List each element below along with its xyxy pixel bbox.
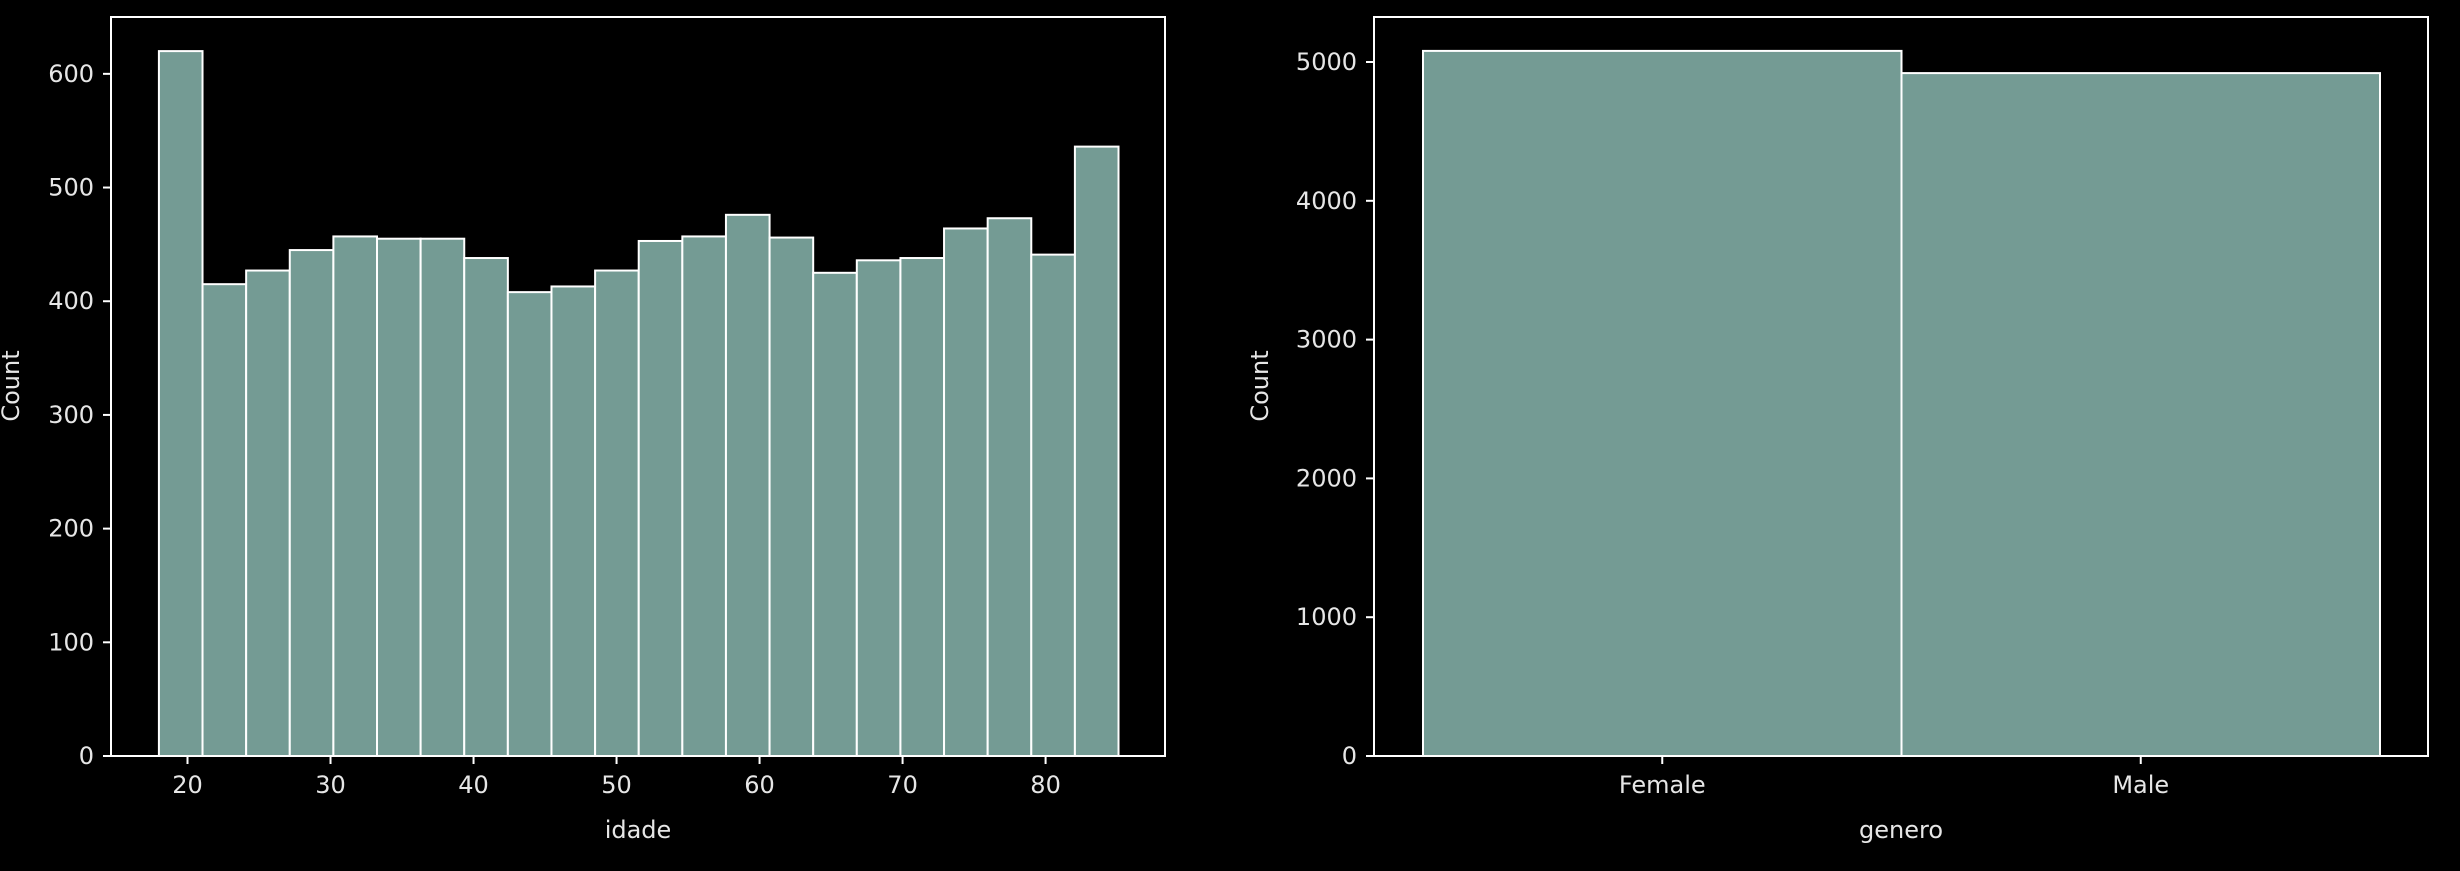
x-tick-label: 50 (601, 771, 632, 799)
age-histogram-y-axis: 0 100 200 300 400 500 600 (48, 60, 111, 770)
histogram-bar (943, 227, 989, 757)
x-tick-label: 70 (887, 771, 918, 799)
y-tick-label: 0 (79, 742, 94, 770)
age-histogram-bars (157, 50, 1120, 758)
gender-bar-chart-y-axis: 0 1000 2000 3000 4000 5000 (1296, 48, 1374, 770)
histogram-bar (506, 291, 553, 757)
histogram-bar (812, 271, 858, 757)
x-tick-label: 20 (172, 771, 203, 799)
histogram-bar (1073, 145, 1120, 757)
histogram-bar (637, 239, 684, 758)
histogram-bar (376, 237, 422, 757)
histogram-bar (201, 283, 248, 757)
histogram-bar (986, 217, 1033, 757)
histogram-bar (594, 269, 640, 757)
y-tick-label: 400 (48, 287, 94, 315)
age-histogram: 0 100 200 300 400 500 600 20 30 40 50 60 70 80 idade… (0, 16, 1166, 844)
gender-bar-chart-bars (1422, 49, 2381, 758)
histogram-bar (419, 237, 466, 757)
age-histogram-ylabel: Count (0, 350, 25, 421)
y-tick-label: 600 (48, 60, 94, 88)
histogram-bar (332, 235, 379, 757)
histogram-bar (768, 236, 815, 758)
y-tick-label: 500 (48, 174, 94, 202)
histogram-bar (288, 249, 335, 757)
x-tick-label: Male (2112, 771, 2169, 799)
y-tick-label: 2000 (1296, 464, 1357, 492)
gender-bar-chart-ylabel: Count (1246, 350, 1274, 421)
histogram-bar (724, 213, 771, 758)
histogram-bar (157, 50, 204, 758)
histogram-bar (899, 257, 946, 757)
histogram-bar (463, 257, 509, 757)
y-tick-label: 4000 (1296, 187, 1357, 215)
x-tick-label: 80 (1030, 771, 1061, 799)
histogram-bar (1030, 253, 1076, 758)
age-histogram-xlabel: idade (605, 816, 672, 844)
age-histogram-frame (110, 16, 1166, 757)
y-tick-label: 100 (48, 628, 94, 656)
age-histogram-x-axis: 20 30 40 50 60 70 80 (172, 756, 1061, 799)
y-tick-label: 1000 (1296, 603, 1357, 631)
histogram-bar (681, 235, 727, 757)
histogram-bar (550, 285, 597, 757)
x-tick-label: 30 (315, 771, 346, 799)
bar-male (1900, 72, 2381, 757)
histogram-bar (245, 269, 291, 757)
gender-bar-chart-xlabel: genero (1859, 816, 1943, 844)
y-tick-label: 200 (48, 515, 94, 543)
histogram-bar (855, 259, 902, 757)
x-tick-label: Female (1619, 771, 1706, 799)
x-tick-label: 40 (458, 771, 489, 799)
y-tick-label: 5000 (1296, 48, 1357, 76)
gender-bar-chart-x-axis: Female Male (1619, 756, 2169, 799)
y-tick-label: 0 (1342, 742, 1357, 770)
bar-female (1422, 49, 1903, 758)
y-tick-label: 300 (48, 401, 94, 429)
x-tick-label: 60 (744, 771, 775, 799)
y-tick-label: 3000 (1296, 326, 1357, 354)
gender-bar-chart-frame (1373, 16, 2429, 757)
